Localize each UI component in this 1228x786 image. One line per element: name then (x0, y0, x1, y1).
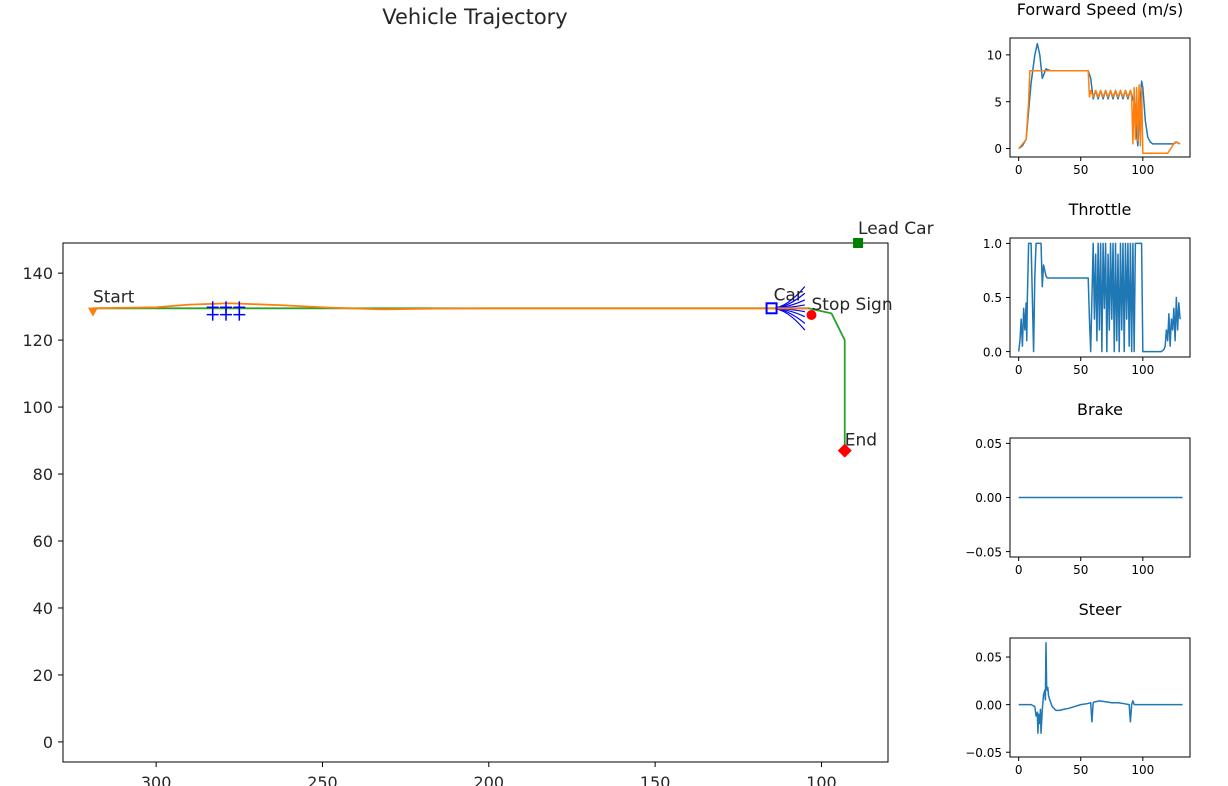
trajectory-y-tick-label: 120 (22, 331, 53, 350)
trajectory-series-line-2 (92, 302, 809, 311)
throttle-x-tick-label: 100 (1131, 363, 1154, 377)
trajectory-y-tick-label: 20 (33, 666, 53, 685)
brake-y-tick-label: −0.05 (965, 545, 1002, 559)
steer-y-tick-label: 0.05 (975, 651, 1002, 665)
lead-car-marker (853, 238, 864, 248)
car-label: Car (774, 285, 803, 305)
brake-y-tick-label: 0.00 (975, 491, 1002, 505)
throttle-y-tick-label: 0.5 (983, 291, 1002, 305)
trajectory-y-tick-label: 60 (33, 532, 53, 551)
trajectory-chart: Vehicle Trajectory 300 250 200 150 100 0 20 40 60… (22, 5, 933, 786)
steer-y-tick-label: −0.05 (965, 746, 1002, 760)
forward-speed-y-tick-label: 0 (994, 142, 1002, 156)
throttle-y-tick-label: 0.0 (983, 345, 1002, 359)
end-marker (837, 443, 852, 458)
forward-speed-plot-frame (1009, 37, 1191, 158)
start-marker (87, 307, 98, 317)
forward-speed-y-tick-label: 10 (987, 49, 1002, 63)
trajectory-y-tick-label: 140 (22, 264, 53, 283)
brake-chart: Brake 0 50 100 0.05 0.00 −0.05 (965, 400, 1191, 577)
forward-speed-series-line-1 (1018, 42, 1181, 150)
steer-title: Steer (1079, 600, 1122, 619)
brake-x-tick-label: 100 (1131, 563, 1154, 577)
steer-chart: Steer 0 50 100 0.05 0.00 −0.05 (965, 600, 1191, 777)
trajectory-y-tick-label: 80 (33, 465, 53, 484)
forward-speed-y-tick-label: 5 (994, 95, 1002, 109)
brake-x-tick-label: 50 (1073, 563, 1088, 577)
throttle-title: Throttle (1068, 200, 1132, 219)
stop-sign-label: Stop Sign (811, 295, 892, 315)
forward-speed-x-tick-label: 50 (1073, 163, 1088, 177)
trajectory-x-tick-label: 150 (640, 773, 671, 786)
lead-car-label: Lead Car (858, 219, 934, 239)
brake-title: Brake (1077, 400, 1123, 419)
steer-y-tick-label: 0.00 (975, 698, 1002, 712)
steer-plot-frame (1009, 637, 1191, 758)
trajectory-series-line-1 (92, 307, 846, 451)
trajectory-plot-frame (62, 242, 889, 763)
trajectory-y-tick-label: 0 (43, 733, 53, 752)
throttle-y-tick-label: 1.0 (983, 237, 1002, 251)
forward-speed-title: Forward Speed (m/s) (1017, 0, 1183, 19)
brake-y-tick-label: 0.05 (975, 437, 1002, 451)
forward-speed-series-line-2 (1018, 70, 1181, 154)
steer-x-tick-label: 100 (1131, 763, 1154, 777)
steer-x-tick-label: 50 (1073, 763, 1088, 777)
throttle-chart: Throttle 0 50 100 0.0 0.5 1.0 (983, 200, 1191, 377)
forward-speed-x-tick-label: 0 (1015, 163, 1023, 177)
obstacle-marker (220, 308, 233, 321)
throttle-x-tick-label: 0 (1015, 363, 1023, 377)
trajectory-x-tick-label: 200 (474, 773, 505, 786)
obstacle-marker (233, 308, 246, 321)
trajectory-x-tick-label: 250 (307, 773, 338, 786)
trajectory-title: Vehicle Trajectory (382, 5, 567, 29)
forward-speed-x-tick-label: 100 (1131, 163, 1154, 177)
trajectory-x-tick-label: 300 (141, 773, 172, 786)
car-marker (765, 302, 778, 315)
trajectory-y-tick-label: 40 (33, 599, 53, 618)
start-label: Start (93, 288, 135, 308)
stop-sign-marker (806, 309, 817, 320)
brake-x-tick-label: 0 (1015, 563, 1023, 577)
trajectory-x-tick-label: 100 (806, 773, 837, 786)
trajectory-y-tick-label: 100 (22, 398, 53, 417)
forward-speed-chart: Forward Speed (m/s) 0 50 100 0 5 10 (987, 0, 1191, 177)
throttle-x-tick-label: 50 (1073, 363, 1088, 377)
steer-x-tick-label: 0 (1015, 763, 1023, 777)
end-label: End (845, 431, 877, 451)
throttle-series-line-1 (1017, 242, 1181, 353)
obstacle-marker (206, 308, 219, 321)
steer-series-line-1 (1018, 642, 1183, 734)
